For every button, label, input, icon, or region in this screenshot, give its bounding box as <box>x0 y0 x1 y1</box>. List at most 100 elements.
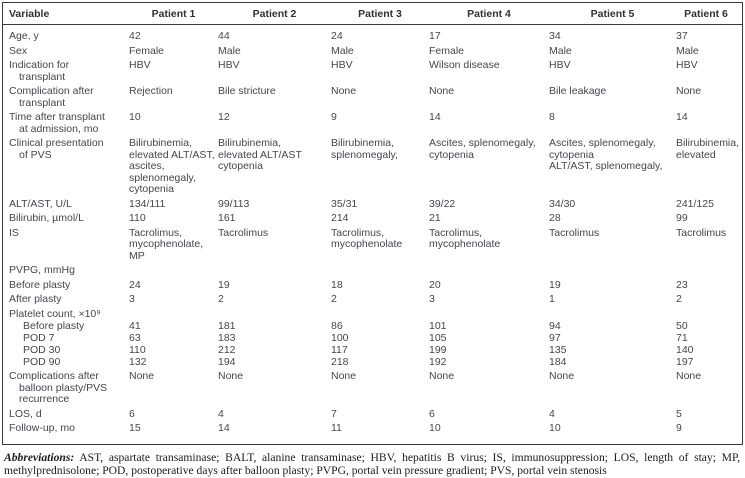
cell-patient-5: Male <box>549 44 572 57</box>
cell-patient-1: 63 <box>129 331 141 344</box>
cell-patient-4: 3 <box>429 293 435 305</box>
cell-patient-5 <box>549 309 676 321</box>
cell-patient-6: 50 <box>676 319 688 332</box>
cell-patient-5: 184 <box>549 355 567 368</box>
cell-patient-6: 9 <box>676 422 682 434</box>
cell-patient-4: 21 <box>429 212 441 224</box>
cell-patient-1: HBV <box>129 59 151 71</box>
cell-patient-1: Rejection <box>129 85 173 97</box>
row-label: Bilirubin, µmol/L <box>9 212 84 224</box>
cell-patient-2: Bilirubinemia, elevated ALT/AST cytopeni… <box>218 137 302 172</box>
cell-patient-2: 194 <box>218 355 236 368</box>
table-row: Follow-up, mo 15 14 11 10 10 9 <box>9 422 736 435</box>
cell-patient-2: 19 <box>218 278 230 291</box>
cell-patient-6: 14 <box>676 111 688 123</box>
cell-patient-4: 101 <box>429 319 447 332</box>
row-label: LOS, d <box>9 407 42 420</box>
cell-patient-1: 6 <box>129 407 135 420</box>
cell-patient-2: 99/113 <box>218 197 250 210</box>
row-label: Before plasty <box>23 319 85 332</box>
cell-patient-2: 12 <box>218 111 230 123</box>
cell-patient-2: 44 <box>218 30 230 42</box>
cell-patient-6: 71 <box>676 331 688 344</box>
cell-patient-4: Tacrolimus, mycophenolate <box>429 226 501 250</box>
row-label: Time after transplant at admission, mo <box>9 111 105 135</box>
row-label: Before plasty <box>9 278 71 291</box>
cell-patient-1: None <box>129 370 155 382</box>
column-header-patient-4: Patient 4 <box>467 8 511 20</box>
cell-patient-1 <box>129 309 218 321</box>
cell-patient-3: Male <box>331 44 354 57</box>
cell-patient-2: HBV <box>218 59 240 71</box>
table-header-row: Variable Patient 1 Patient 2 Patient 3 P… <box>3 3 742 25</box>
table-row: IS Tacrolimus, mycophenolate, MP Tacroli… <box>9 226 736 263</box>
cell-patient-3: 18 <box>331 278 343 291</box>
cell-patient-3: 218 <box>331 355 349 368</box>
table-row: POD 7 63 183 100 105 97 71 <box>9 331 736 345</box>
cell-patient-3: 7 <box>331 407 337 420</box>
cell-patient-3: 35/31 <box>331 197 358 210</box>
table-row: After plasty 3 2 2 3 1 2 <box>9 293 736 306</box>
cell-patient-1: 110 <box>129 212 146 224</box>
table-row: ALT/AST, U/L 134/111 99/113 35/31 39/22 … <box>9 197 736 211</box>
cell-patient-5: HBV <box>549 59 571 71</box>
cell-patient-5: 19 <box>549 278 561 291</box>
table-row: Bilirubin, µmol/L 110 161 214 21 28 99 <box>9 212 736 225</box>
cell-patient-5: 4 <box>549 407 555 420</box>
cell-patient-2: 161 <box>218 212 236 224</box>
cell-patient-3: 100 <box>331 331 349 344</box>
cell-patient-3: 86 <box>331 319 343 332</box>
row-label: POD 7 <box>23 331 55 344</box>
cell-patient-4: None <box>429 370 455 382</box>
table-row: Indication for transplant HBV HBV HBV Wi… <box>9 59 736 83</box>
cell-patient-2 <box>218 265 331 277</box>
row-label: Clinical presentation of PVS <box>9 137 104 161</box>
cell-patient-6: 99 <box>676 212 688 224</box>
row-label: Indication for transplant <box>9 59 70 83</box>
cell-patient-6: 2 <box>676 293 682 305</box>
cell-patient-6: Bilirubinemia, elevated <box>676 137 740 161</box>
row-label: ALT/AST, U/L <box>9 197 72 210</box>
cell-patient-6: 241/125 <box>676 197 714 210</box>
cell-patient-4: 10 <box>429 422 441 434</box>
table-row: Age, y 42 44 24 17 34 37 <box>9 30 736 43</box>
cell-patient-1: Female <box>129 44 165 57</box>
cell-patient-1: 10 <box>129 111 141 123</box>
cell-patient-3: 9 <box>331 111 337 123</box>
cell-patient-1 <box>129 265 218 277</box>
cell-patient-2: 4 <box>218 407 224 420</box>
row-label: Sex <box>9 44 28 57</box>
cell-patient-4: 199 <box>429 343 447 356</box>
cell-patient-4: Ascites, splenomegaly, cytopenia <box>429 137 536 161</box>
row-label: Complication after transplant <box>9 85 94 109</box>
table-row: Clinical presentation of PVS Bilirubinem… <box>9 137 740 196</box>
table-row: Complications after balloon plasty/PVS r… <box>9 370 736 406</box>
column-header-patient-2: Patient 2 <box>252 8 297 20</box>
table-row: Platelet count, ×10⁹ <box>9 308 736 321</box>
cell-patient-2: 183 <box>218 331 236 344</box>
row-label: After plasty <box>9 293 62 305</box>
cell-patient-6 <box>676 309 736 321</box>
column-header-patient-3: Patient 3 <box>358 8 402 20</box>
cell-patient-6: 140 <box>676 343 694 356</box>
cell-patient-2: 14 <box>218 422 230 434</box>
cell-patient-5 <box>549 265 676 277</box>
cell-patient-6: 23 <box>676 278 688 291</box>
cell-patient-5: 34 <box>549 30 561 42</box>
cell-patient-6: None <box>676 370 702 382</box>
cell-patient-3: 24 <box>331 30 343 42</box>
table-row: POD 30 110 212 117 199 135 140 <box>9 343 736 357</box>
cell-patient-4: Female <box>429 44 465 57</box>
cell-patient-3: None <box>331 85 357 97</box>
abbreviations-footnote: Abbreviations: AST, aspartate transamina… <box>4 451 740 478</box>
table-row: Before plasty 24 19 18 20 19 23 <box>9 278 736 292</box>
cell-patient-3 <box>331 265 429 277</box>
cell-patient-5: 94 <box>549 319 561 332</box>
cell-patient-4 <box>429 265 549 277</box>
cell-patient-4: 39/22 <box>429 197 456 210</box>
patients-table: Variable Patient 1 Patient 2 Patient 3 P… <box>2 2 743 445</box>
cell-patient-4: 20 <box>429 278 441 291</box>
cell-patient-3 <box>331 309 429 321</box>
row-label: POD 30 <box>23 343 61 356</box>
cell-patient-1: Tacrolimus, mycophenolate, MP <box>129 226 204 262</box>
